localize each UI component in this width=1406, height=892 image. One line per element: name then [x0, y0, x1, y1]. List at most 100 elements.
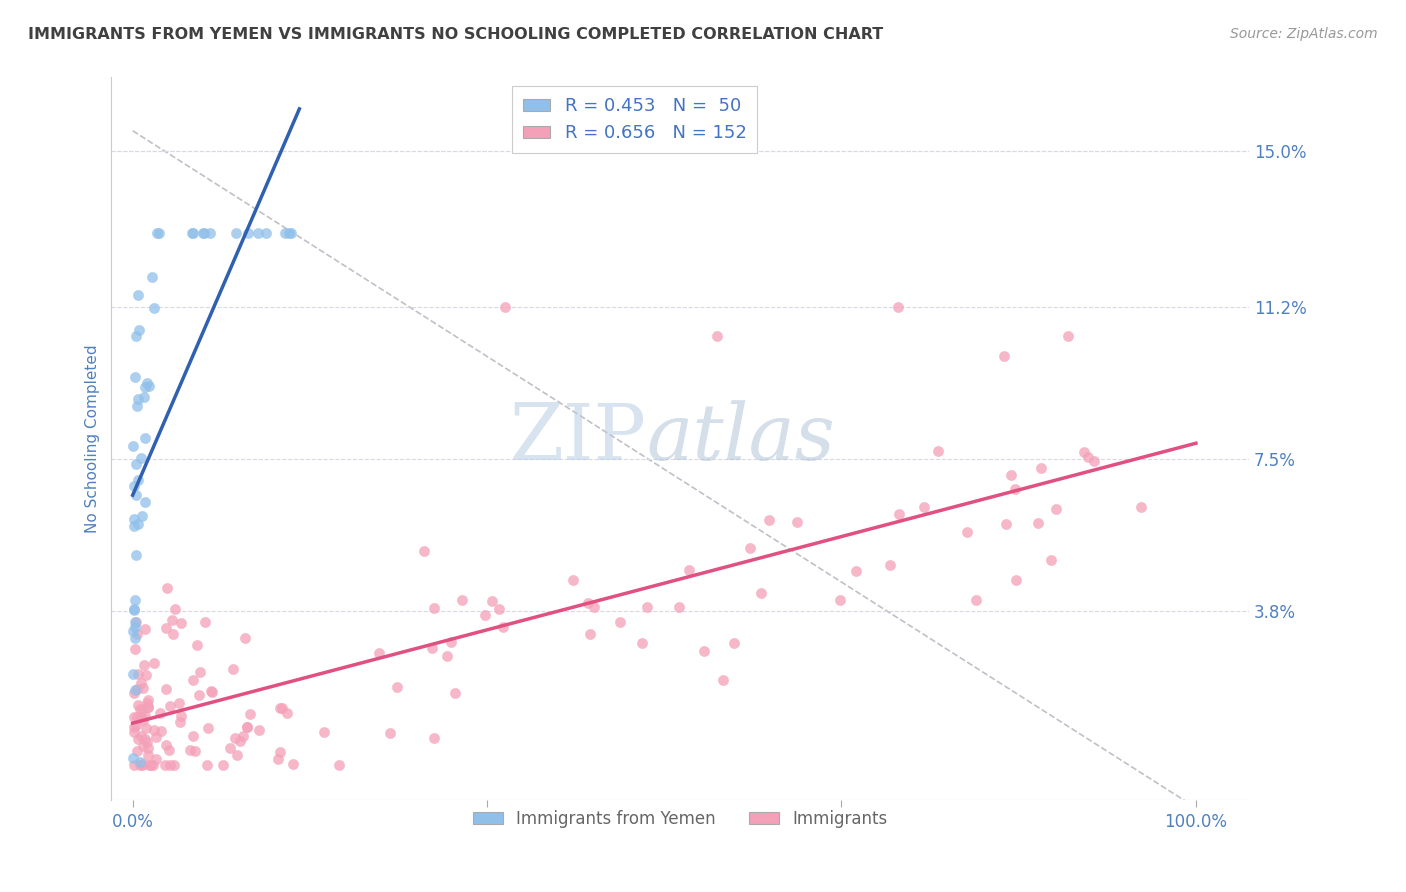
- Point: [141, 269, 163, 284]
- Point: [124, 488, 146, 502]
- Point: [200, 684, 222, 698]
- Point: [134, 432, 156, 446]
- Point: [269, 745, 291, 759]
- Y-axis label: No Schooling Completed: No Schooling Completed: [86, 344, 100, 533]
- Point: [1000, 467, 1022, 482]
- Point: [136, 700, 159, 714]
- Point: [995, 516, 1018, 531]
- Point: [749, 586, 772, 600]
- Point: [225, 747, 247, 762]
- Point: [494, 300, 516, 314]
- Point: [239, 706, 262, 721]
- Point: [474, 607, 496, 622]
- Point: [136, 376, 159, 390]
- Point: [129, 757, 152, 772]
- Point: [142, 757, 165, 772]
- Point: [124, 620, 146, 634]
- Point: [125, 329, 148, 343]
- Point: [274, 227, 297, 241]
- Point: [121, 751, 143, 765]
- Point: [229, 733, 252, 747]
- Point: [149, 724, 172, 739]
- Point: [131, 730, 153, 744]
- Point: [254, 227, 277, 241]
- Point: [131, 757, 153, 772]
- Point: [124, 593, 146, 607]
- Point: [636, 599, 658, 614]
- Point: [481, 594, 503, 608]
- Point: [169, 714, 191, 729]
- Point: [1057, 329, 1080, 343]
- Point: [450, 592, 472, 607]
- Point: [136, 697, 159, 711]
- Point: [195, 757, 218, 772]
- Point: [693, 644, 716, 658]
- Point: [131, 739, 153, 754]
- Point: [134, 731, 156, 746]
- Point: [711, 673, 734, 687]
- Point: [127, 744, 149, 758]
- Point: [1026, 516, 1049, 530]
- Point: [127, 666, 149, 681]
- Point: [236, 227, 259, 241]
- Point: [127, 731, 149, 746]
- Point: [124, 615, 146, 629]
- Point: [122, 757, 145, 772]
- Point: [1045, 502, 1067, 516]
- Point: [191, 227, 214, 241]
- Point: [127, 392, 149, 407]
- Point: [412, 544, 434, 558]
- Point: [124, 710, 146, 724]
- Point: [146, 227, 169, 241]
- Legend: Immigrants from Yemen, Immigrants: Immigrants from Yemen, Immigrants: [467, 803, 894, 835]
- Point: [314, 725, 336, 739]
- Point: [138, 748, 160, 763]
- Point: [1029, 461, 1052, 475]
- Point: [328, 757, 350, 772]
- Point: [444, 686, 467, 700]
- Point: [758, 513, 780, 527]
- Point: [124, 631, 146, 645]
- Point: [212, 757, 235, 772]
- Point: [136, 735, 159, 749]
- Point: [145, 730, 167, 744]
- Point: [125, 627, 148, 641]
- Point: [956, 524, 979, 539]
- Point: [149, 706, 172, 721]
- Point: [267, 752, 290, 766]
- Point: [422, 640, 444, 655]
- Text: Source: ZipAtlas.com: Source: ZipAtlas.com: [1230, 27, 1378, 41]
- Point: [1083, 454, 1105, 468]
- Point: [159, 757, 181, 772]
- Point: [927, 443, 949, 458]
- Point: [224, 731, 246, 745]
- Point: [579, 626, 602, 640]
- Point: [387, 680, 409, 694]
- Text: ZIP: ZIP: [509, 401, 647, 476]
- Point: [131, 702, 153, 716]
- Point: [138, 379, 160, 393]
- Point: [145, 752, 167, 766]
- Point: [786, 516, 808, 530]
- Point: [270, 701, 292, 715]
- Point: [631, 636, 654, 650]
- Point: [845, 565, 868, 579]
- Point: [233, 632, 256, 646]
- Point: [225, 227, 247, 241]
- Point: [179, 743, 201, 757]
- Point: [576, 595, 599, 609]
- Point: [135, 668, 157, 682]
- Point: [125, 718, 148, 732]
- Point: [129, 451, 152, 466]
- Point: [129, 701, 152, 715]
- Point: [562, 573, 585, 587]
- Point: [125, 710, 148, 724]
- Point: [122, 725, 145, 739]
- Point: [121, 440, 143, 454]
- Point: [124, 641, 146, 656]
- Point: [283, 757, 305, 772]
- Point: [1130, 500, 1153, 515]
- Point: [887, 300, 910, 314]
- Point: [155, 739, 177, 753]
- Point: [181, 673, 204, 688]
